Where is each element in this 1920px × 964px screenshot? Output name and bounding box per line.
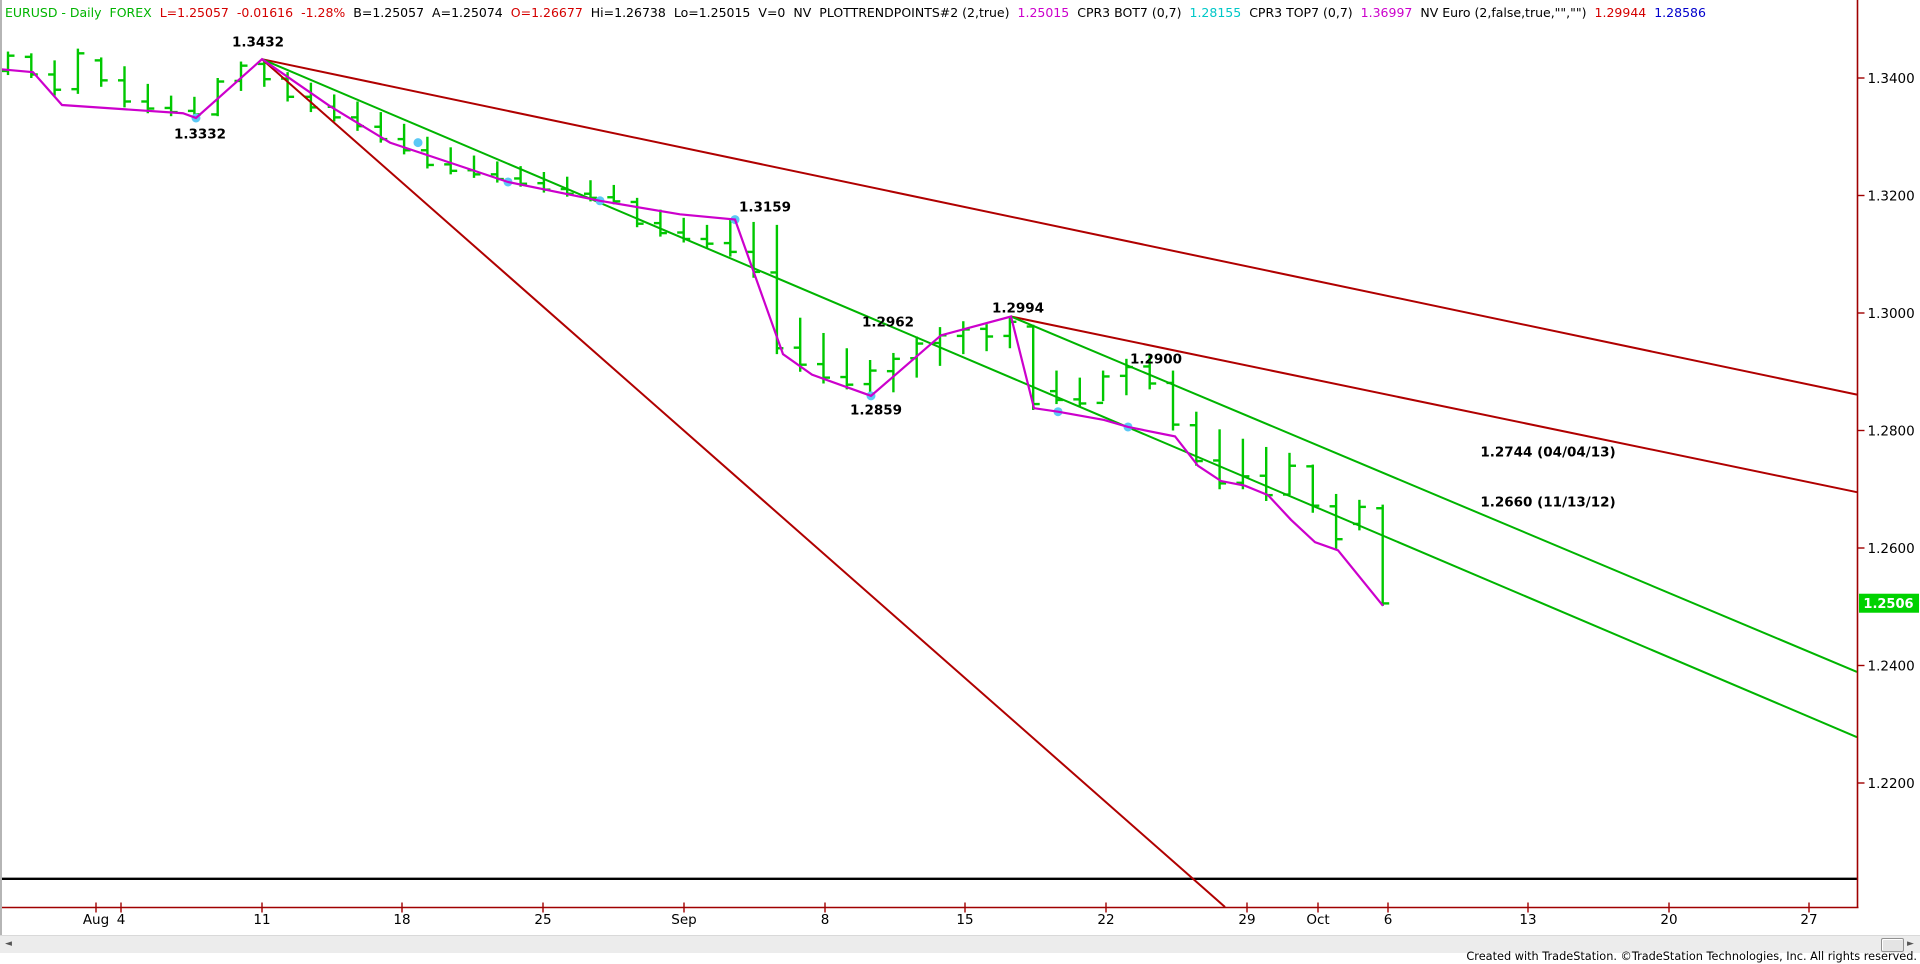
y-axis-label: 1.2600 <box>1868 541 1915 557</box>
x-axis-label: 6 <box>1383 912 1393 928</box>
header-segment: O=1.26677 <box>510 4 583 20</box>
x-axis-label: Oct <box>1306 912 1330 928</box>
last-price-tag-text: 1.2506 <box>1863 597 1913 612</box>
header-segment: Hi=1.26738 <box>590 4 666 20</box>
x-axis-date-row: Aug 4 11 18 25 Sep 8 15 22 29 Oct 6 13 20 27 <box>0 912 1920 932</box>
header-segment: FOREX <box>109 4 152 20</box>
x-axis-label: 11 <box>253 912 271 928</box>
trendline-red <box>1010 315 1858 494</box>
header-segment: B=1.25057 <box>353 4 425 20</box>
header-segment: PLOTTRENDPOINTS#2 (2,true) <box>819 4 1010 20</box>
header-segment: L=1.25057 <box>159 4 229 20</box>
x-axis-label: Aug <box>82 912 110 928</box>
y-axis-label: 1.3400 <box>1868 71 1915 87</box>
x-axis-label: Sep <box>671 912 697 928</box>
header-segment: 1.36997 <box>1360 4 1413 20</box>
y-axis-label: 1.3200 <box>1868 189 1915 205</box>
trend-point-dot <box>413 138 423 148</box>
x-axis-label: 13 <box>1519 912 1537 928</box>
header-segment: NV <box>793 4 812 20</box>
scroll-left-icon[interactable]: ◄ <box>5 939 12 949</box>
price-annotation: 1.2962 <box>862 315 914 331</box>
x-axis-label: 29 <box>1238 912 1256 928</box>
x-axis-label: 4 <box>116 912 126 928</box>
trendline-red <box>261 58 1226 908</box>
x-axis-label: 25 <box>534 912 552 928</box>
header-segment: CPR3 TOP7 (0,7) <box>1249 4 1353 20</box>
x-axis-label: 18 <box>393 912 411 928</box>
price-annotation: 1.2660 (11/13/12) <box>1480 495 1615 511</box>
x-axis-label: 27 <box>1800 912 1818 928</box>
y-axis-label: 1.2400 <box>1868 659 1915 675</box>
chart-status-header: EURUSD - Daily FOREX L=1.25057 -0.01616 -1.2… <box>5 3 1706 21</box>
trend-points-line <box>0 57 1384 607</box>
last-price-tag <box>1859 593 1919 613</box>
header-segment: -0.01616 <box>236 4 294 20</box>
y-axis-label: 1.2200 <box>1868 776 1915 792</box>
price-annotation: 1.2900 <box>1130 352 1182 368</box>
trendline-green <box>1010 315 1858 673</box>
header-segment: 1.29944 <box>1594 4 1647 20</box>
scrollbar-thumb[interactable] <box>1881 938 1904 952</box>
trendline-red <box>261 58 1858 396</box>
header-segment: Lo=1.25015 <box>673 4 751 20</box>
price-chart[interactable]: 1.3432 1.3332 1.3159 1.2962 1.2859 1.2994 1.29… <box>0 0 1920 916</box>
header-segment: V=0 <box>758 4 786 20</box>
x-axis-label: 8 <box>820 912 830 928</box>
x-axis-label: 22 <box>1097 912 1115 928</box>
price-annotation: 1.3159 <box>739 200 791 216</box>
copyright-text: Created with TradeStation. ©TradeStation… <box>1466 950 1917 963</box>
window-left-border <box>0 0 2 935</box>
price-annotation: 1.2859 <box>850 403 902 419</box>
header-segment: 1.28586 <box>1654 4 1706 20</box>
header-segment: 1.28155 <box>1189 4 1242 20</box>
header-segment: EURUSD - Daily <box>5 4 102 20</box>
price-annotation: 1.2744 (04/04/13) <box>1480 445 1615 461</box>
header-segment: -1.28% <box>301 4 346 20</box>
header-segment: NV Euro (2,false,true,"","") <box>1420 4 1587 20</box>
header-segment: CPR3 BOT7 (0,7) <box>1077 4 1182 20</box>
header-segment: 1.25015 <box>1017 4 1070 20</box>
y-axis-label: 1.2800 <box>1868 424 1915 440</box>
price-annotation: 1.2994 <box>992 301 1044 317</box>
price-annotation: 1.3432 <box>232 35 284 51</box>
header-segment: A=1.25074 <box>432 4 503 20</box>
price-annotation: 1.3332 <box>174 127 226 143</box>
trendline-green <box>261 58 1858 739</box>
x-axis-label: 15 <box>956 912 974 928</box>
x-axis-label: 20 <box>1660 912 1678 928</box>
horizontal-scrollbar[interactable]: ◄ ► <box>0 935 1920 953</box>
y-axis-label: 1.3000 <box>1868 306 1915 322</box>
scroll-right-icon[interactable]: ► <box>1907 939 1914 949</box>
